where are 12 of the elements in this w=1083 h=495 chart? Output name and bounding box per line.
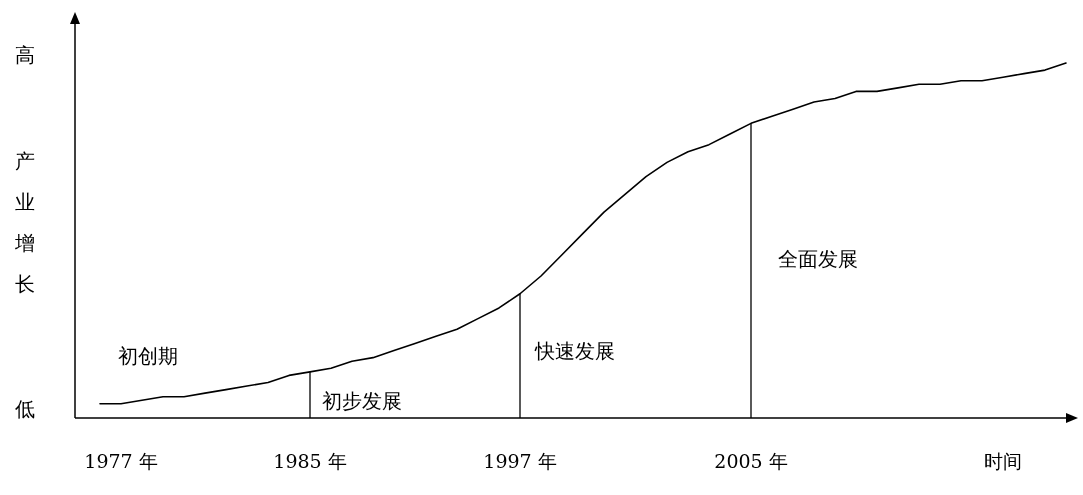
x-tick-label: 1997 年 (483, 450, 557, 472)
x-tick-label: 时间 (984, 450, 1022, 472)
annotation: 快速发展 (534, 339, 615, 363)
text: 高 (15, 43, 35, 67)
x-tick-label: 1985 年 (273, 450, 347, 472)
x-tick-label: 1977 年 (84, 450, 158, 472)
text: 低 (15, 397, 35, 421)
annotation: 初创期 (118, 344, 178, 368)
y-axis-title: 产业增长 (14, 149, 35, 296)
annotation: 全面发展 (778, 247, 858, 271)
annotation: 初步发展 (322, 389, 402, 413)
x-tick-label: 2005 年 (714, 450, 788, 472)
